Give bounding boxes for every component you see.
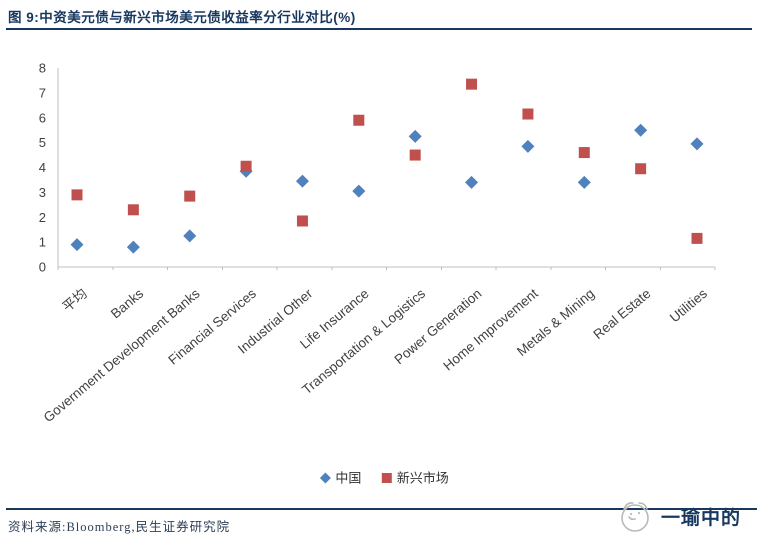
watermark-text: 一瑜中的 <box>661 507 742 529</box>
data-point <box>634 123 648 137</box>
y-tick-label: 2 <box>39 210 46 225</box>
data-point <box>409 149 421 161</box>
series-新兴市场 <box>71 78 703 244</box>
title-divider <box>6 28 752 30</box>
data-point <box>126 240 140 254</box>
data-point <box>352 184 366 198</box>
y-tick-label: 1 <box>39 235 46 250</box>
logo-sketch-icon <box>621 502 649 532</box>
source-note: 资料来源:Bloomberg,民生证券研究院 <box>8 520 231 534</box>
y-tick-label: 4 <box>39 160 46 175</box>
series-中国 <box>70 123 704 254</box>
data-point <box>240 160 252 172</box>
x-category-label: Utilities <box>667 286 710 326</box>
y-axis-labels: 0 1 2 3 4 5 6 7 8 <box>39 61 46 275</box>
data-point <box>691 232 703 244</box>
data-point <box>70 238 84 252</box>
data-point <box>690 137 704 151</box>
legend-marker-diamond <box>319 472 331 484</box>
data-point <box>635 163 647 175</box>
data-point <box>353 114 365 126</box>
legend-label: 新兴市场 <box>397 471 449 486</box>
data-point <box>578 147 590 159</box>
legend-label: 中国 <box>335 471 361 486</box>
data-point <box>522 108 534 120</box>
x-category-label: Real Estate <box>590 286 653 342</box>
data-point <box>295 174 309 188</box>
y-tick-label: 3 <box>39 185 46 200</box>
data-point <box>408 129 422 143</box>
data-point <box>521 139 535 153</box>
y-tick-label: 5 <box>39 135 46 150</box>
data-point <box>465 175 479 189</box>
legend: 中国 新兴市场 <box>319 471 449 486</box>
x-category-label: Home Improvement <box>440 286 541 374</box>
figure-title: 图 9:中资美元债与新兴市场美元债收益率分行业对比(%) <box>8 10 356 25</box>
data-point <box>577 175 591 189</box>
data-point <box>184 190 196 202</box>
y-tick-label: 7 <box>39 85 46 100</box>
data-point <box>183 229 197 243</box>
legend-marker-square <box>381 473 392 483</box>
data-point <box>127 204 139 216</box>
watermark: 一瑜中的 <box>612 492 757 540</box>
data-point <box>296 215 308 227</box>
y-tick-label: 8 <box>39 61 46 76</box>
x-category-label: Banks <box>108 286 147 322</box>
footer-divider <box>6 508 757 510</box>
data-point <box>466 78 478 90</box>
y-tick-label: 0 <box>39 260 46 275</box>
data-point <box>71 189 83 201</box>
x-category-label: 平均 <box>60 286 90 315</box>
y-tick-label: 6 <box>39 110 46 125</box>
axes <box>57 68 716 270</box>
